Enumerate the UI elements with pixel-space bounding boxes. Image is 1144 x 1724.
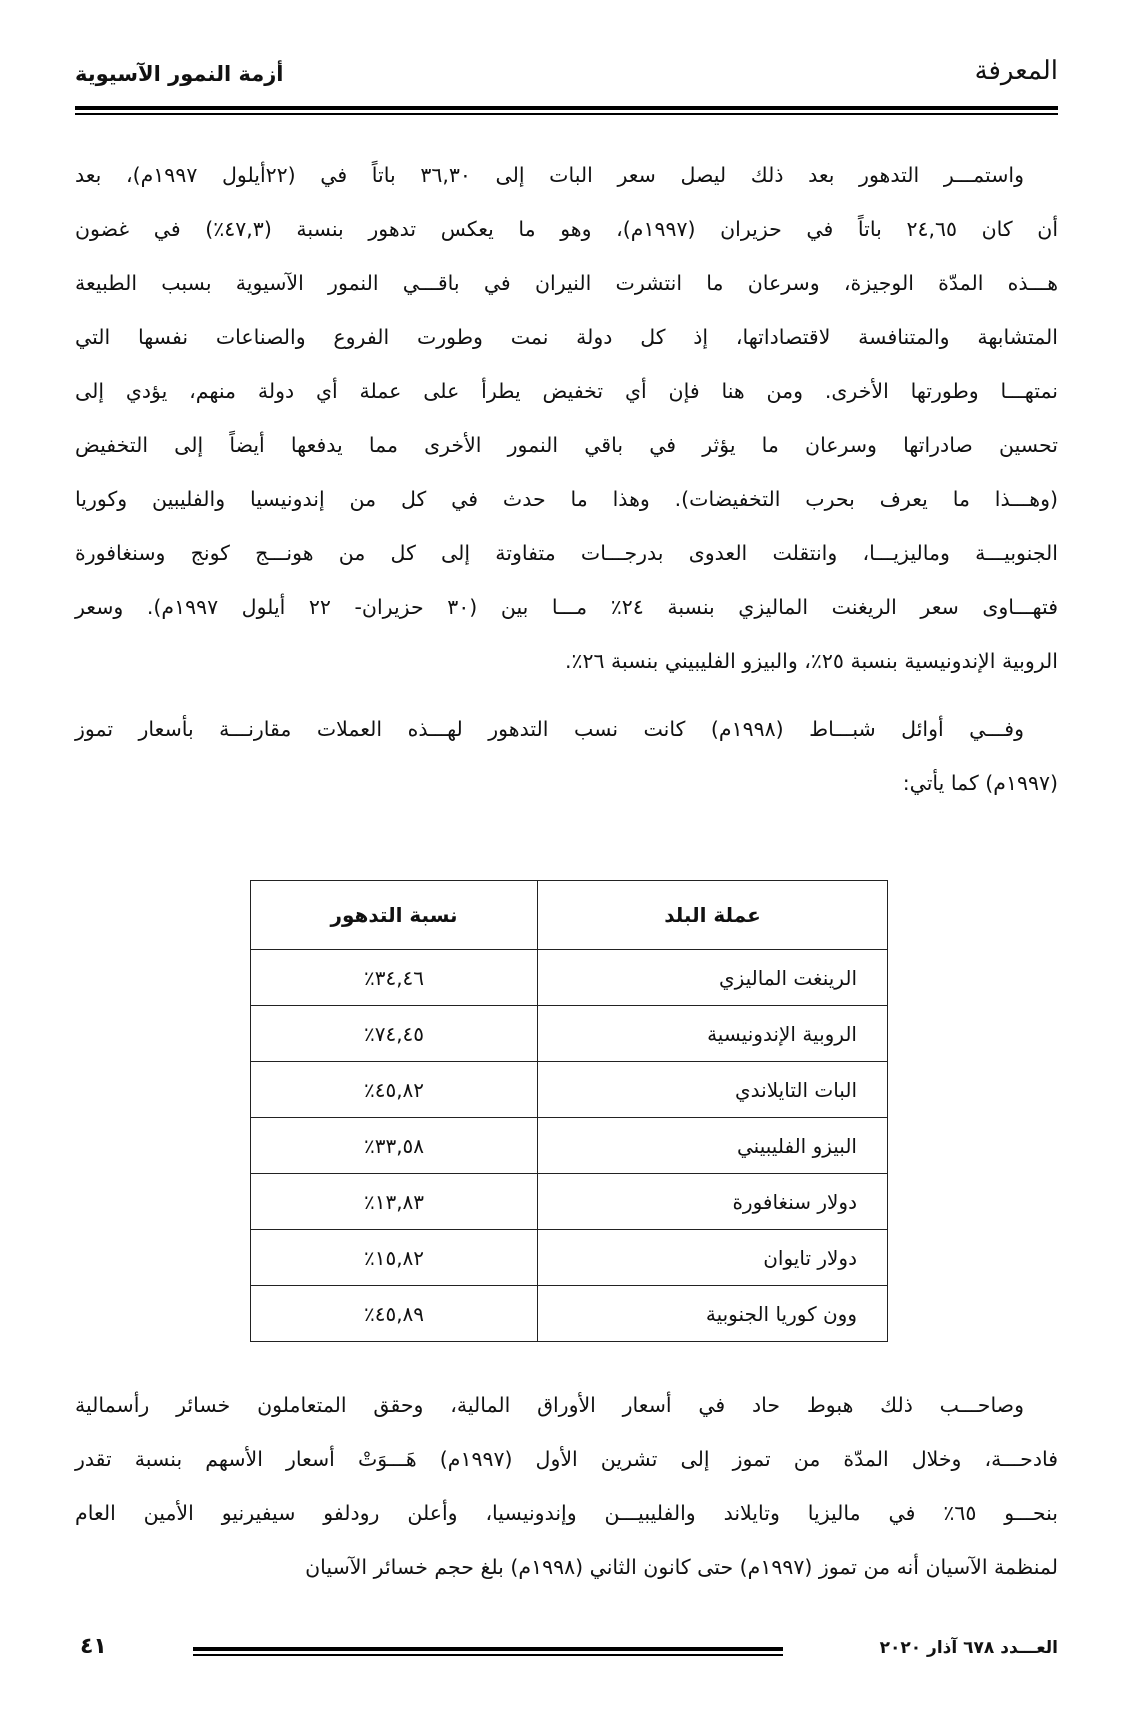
table-row: دولار سنغافورة ١٣,٨٣٪ (250, 1173, 888, 1230)
decline-cell: ١٥,٨٢٪ (250, 1229, 538, 1286)
text-line: واستمـــر التدهور بعد ذلك ليصل سعر البات… (75, 163, 1024, 187)
decline-cell: ٤٥,٨٩٪ (250, 1285, 538, 1342)
currency-cell: دولار سنغافورة (537, 1173, 888, 1230)
currency-cell: وون كوريا الجنوبية (537, 1285, 888, 1342)
paragraph-3: وصاحـــب ذلك هبوط حاد في أسعار الأوراق ا… (75, 1378, 1058, 1594)
footer-rule-thin (193, 1654, 783, 1656)
text-line: هـــذه المدّة الوجيزة، وسرعان ما انتشرت … (75, 271, 1058, 295)
table-row: الرينغت الماليزي ٣٤,٤٦٪ (250, 949, 888, 1006)
text-line: تحسين صادراتها وسرعان ما يؤثر في باقي ال… (75, 433, 1058, 457)
table-row: البات التايلاندي ٤٥,٨٢٪ (250, 1061, 888, 1118)
text-line: وصاحـــب ذلك هبوط حاد في أسعار الأوراق ا… (75, 1393, 1024, 1417)
table-row: وون كوريا الجنوبية ٤٥,٨٩٪ (250, 1285, 888, 1342)
header-rule-thin (75, 113, 1058, 115)
text-line: فادحـــة، وخلال المدّة من تموز إلى تشرين… (75, 1447, 1058, 1471)
text-line: (١٩٩٧م) كما يأتي: (902, 771, 1058, 795)
currency-cell: الرينغت الماليزي (537, 949, 888, 1006)
footer-rule (193, 1647, 783, 1651)
decline-cell: ٣٤,٤٦٪ (250, 949, 538, 1006)
currency-decline-table: عملة البلد نسبة التدهور الرينغت الماليزي… (250, 880, 888, 1342)
footer-issue: العـــدد ٦٧٨ آذار ٢٠٢٠ (879, 1638, 1058, 1658)
decline-cell: ١٣,٨٣٪ (250, 1173, 538, 1230)
text-line: المتشابهة والمتنافسة لاقتصاداتها، إذ كل … (75, 325, 1058, 349)
text-line: (وهـــذا ما يعرف بحرب التخفيضات). وهذا م… (75, 487, 1058, 511)
header-rule (75, 106, 1058, 110)
text-line: الروبية الإندونيسية بنسبة ٢٥٪، والبيزو ا… (564, 649, 1058, 673)
text-line: فتهـــاوى سعر الريغنت الماليزي بنسبة ٢٤٪… (75, 595, 1058, 619)
table-header-row: عملة البلد نسبة التدهور (250, 880, 888, 950)
currency-cell: البيزو الفليبيني (537, 1117, 888, 1174)
currency-cell: الروبية الإندونيسية (537, 1005, 888, 1062)
decline-cell: ٧٤,٤٥٪ (250, 1005, 538, 1062)
text-line: لمنظمة الآسيان أنه من تموز (١٩٩٧م) حتى ك… (305, 1555, 1058, 1579)
text-line: الجنوبيـــة وماليزيـــا، وانتقلت العدوى … (75, 541, 1058, 565)
decline-cell: ٤٥,٨٢٪ (250, 1061, 538, 1118)
header-decline: نسبة التدهور (250, 880, 538, 950)
header-currency: عملة البلد (537, 880, 888, 950)
table-row: الروبية الإندونيسية ٧٤,٤٥٪ (250, 1005, 888, 1062)
journal-logo: المعرفة (974, 56, 1058, 86)
text-line: أن كان ٢٤,٦٥ باتاً في حزيران (١٩٩٧م)، وه… (75, 217, 1059, 241)
paragraph-1: واستمـــر التدهور بعد ذلك ليصل سعر البات… (75, 148, 1058, 688)
text-line: وفـــي أوائل شبـــاط (١٩٩٨م) كانت نسب ال… (75, 717, 1024, 741)
text-line: بنحـــو ٦٥٪ في ماليزيا وتايلاند والفليبي… (75, 1501, 1058, 1525)
text-line: نمتهـــا وطورتها الأخرى. ومن هنا فإن أي … (75, 379, 1058, 403)
page-number: ٤١ (80, 1634, 107, 1659)
currency-cell: دولار تايوان (537, 1229, 888, 1286)
decline-cell: ٣٣,٥٨٪ (250, 1117, 538, 1174)
paragraph-2: وفـــي أوائل شبـــاط (١٩٩٨م) كانت نسب ال… (75, 702, 1058, 810)
table-row: البيزو الفليبيني ٣٣,٥٨٪ (250, 1117, 888, 1174)
article-title: أزمة النمور الآسيوية (75, 62, 284, 86)
currency-cell: البات التايلاندي (537, 1061, 888, 1118)
table-row: دولار تايوان ١٥,٨٢٪ (250, 1229, 888, 1286)
